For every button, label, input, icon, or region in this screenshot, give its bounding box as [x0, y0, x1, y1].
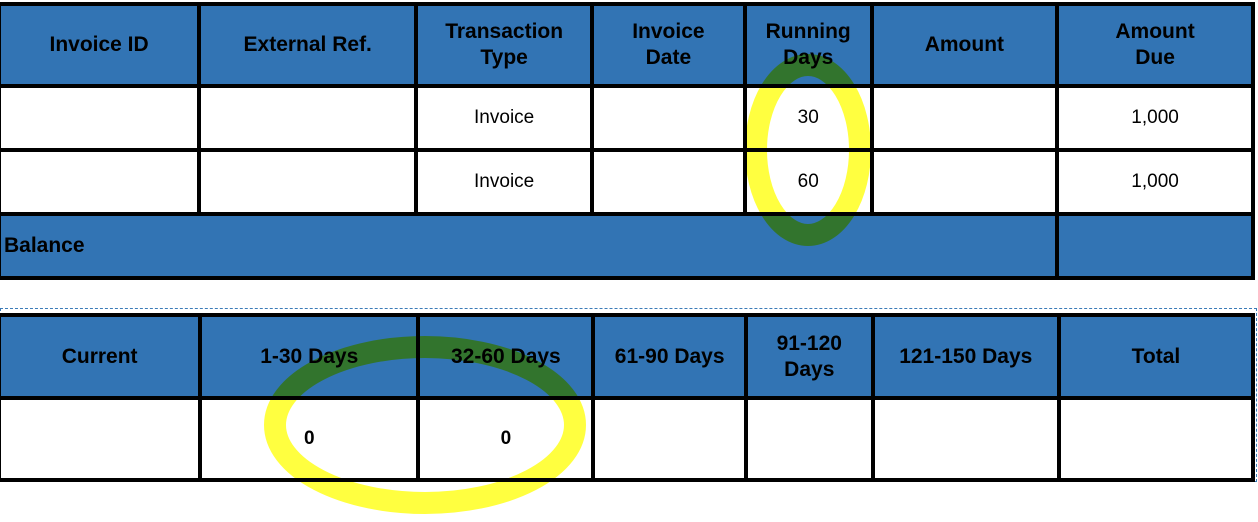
cell[interactable]: 30 [742, 84, 874, 152]
header-running-days: Running Days [742, 2, 874, 88]
cell[interactable]: 1,000 [1055, 148, 1255, 216]
cell[interactable] [591, 396, 748, 482]
cell[interactable] [870, 396, 1061, 482]
header-total: Total [1056, 313, 1256, 400]
header-1-30-days: 1-30 Days [198, 313, 421, 400]
table-row: 0 0 [0, 396, 1256, 482]
header-121-150-days: 121-150 Days [870, 313, 1061, 400]
cell[interactable]: 0 [416, 396, 596, 482]
header-invoice-date: Invoice Date [590, 2, 747, 88]
cell[interactable]: Invoice [414, 84, 595, 152]
header-amount: Amount [869, 2, 1060, 88]
cell[interactable] [0, 84, 202, 152]
balance-label: Balance [0, 212, 1060, 280]
header-row: Invoice ID External Ref. Transaction Typ… [0, 2, 1255, 88]
balance-value [1055, 212, 1255, 280]
aging-table: Current 1-30 Days 32-60 Days 61-90 Days … [0, 313, 1256, 482]
cell[interactable] [0, 396, 203, 482]
cell[interactable] [590, 84, 747, 152]
header-transaction-type: Transaction Type [414, 2, 595, 88]
cell[interactable]: 60 [742, 148, 874, 216]
table-row: Invoice 30 1,000 [0, 84, 1255, 152]
header-91-120-days: 91-120 Days [743, 313, 875, 400]
cell[interactable] [869, 148, 1060, 216]
cell[interactable] [869, 84, 1060, 152]
cell[interactable]: 1,000 [1055, 84, 1255, 152]
header-invoice-id: Invoice ID [0, 2, 202, 88]
header-external-ref: External Ref. [197, 2, 419, 88]
cell[interactable] [197, 84, 419, 152]
cell[interactable] [0, 148, 202, 216]
cell[interactable] [590, 148, 747, 216]
header-current: Current [0, 313, 203, 400]
cell[interactable] [197, 148, 419, 216]
header-row: Current 1-30 Days 32-60 Days 61-90 Days … [0, 313, 1256, 400]
cell[interactable] [743, 396, 875, 482]
invoice-table: Invoice ID External Ref. Transaction Typ… [0, 2, 1255, 280]
cell[interactable]: Invoice [414, 148, 595, 216]
header-32-60-days: 32-60 Days [416, 313, 596, 400]
cell[interactable]: 0 [198, 396, 421, 482]
table-row: Invoice 60 1,000 [0, 148, 1255, 216]
balance-row: Balance [0, 212, 1255, 280]
header-61-90-days: 61-90 Days [591, 313, 748, 400]
cell[interactable] [1056, 396, 1256, 482]
header-amount-due: Amount Due [1055, 2, 1255, 88]
